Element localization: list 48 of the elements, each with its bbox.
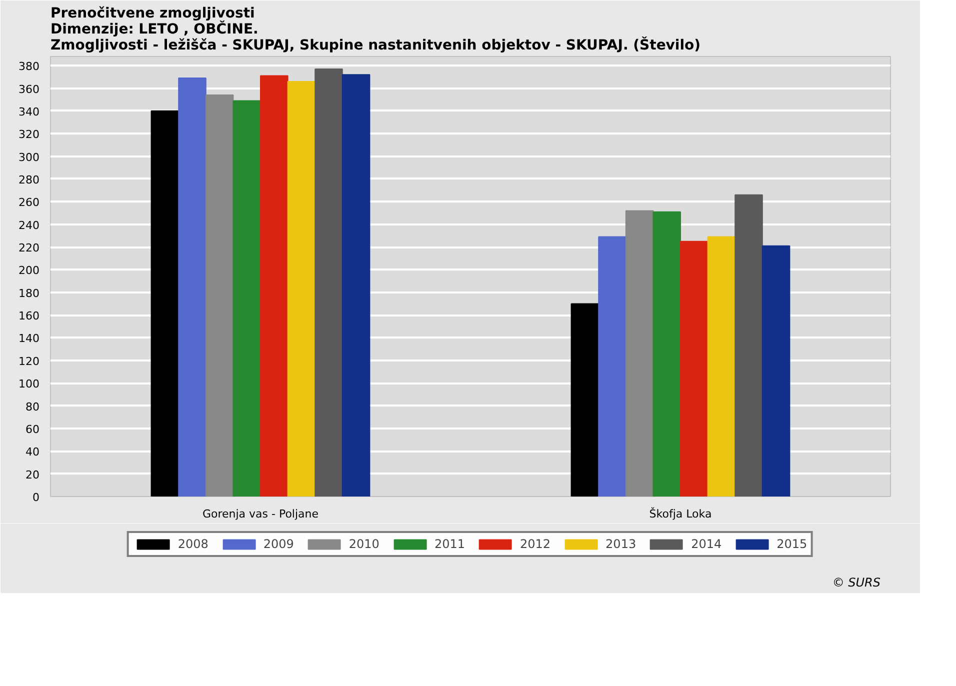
bar — [205, 94, 234, 496]
y-tick-label: 380 — [18, 60, 40, 74]
chart-title: Prenočitvene zmogljivosti Dimenzije: LETO , OBČINE. Zmogljivosti - ležišča - SKUPAJ, Skupine nastanitvenih objektov - SKUPAJ. (Število) — [50, 6, 701, 54]
y-tick-label: 0 — [32, 491, 40, 504]
text: © SURS — [832, 576, 881, 590]
legend-label: 2008 — [178, 537, 208, 551]
legend-label: 2013 — [606, 537, 636, 551]
bar — [150, 110, 180, 496]
y-tick-label: 40 — [26, 446, 40, 459]
legend-label: 2009 — [263, 537, 294, 551]
bar — [232, 100, 261, 496]
bar — [570, 303, 600, 496]
y-tick-label: 340 — [18, 105, 40, 118]
bar — [762, 245, 790, 496]
y-tick-label: 320 — [18, 128, 40, 142]
bar — [342, 74, 370, 496]
bar — [652, 211, 681, 496]
bar — [178, 78, 206, 496]
legend-label: 2015 — [776, 537, 808, 551]
y-tick-label: 60 — [26, 422, 40, 436]
bar — [260, 75, 288, 496]
y-tick-label: 20 — [26, 468, 40, 482]
y-tick-label: 240 — [18, 218, 40, 232]
bar — [314, 68, 343, 496]
y-tick-label: 280 — [18, 173, 40, 186]
y-tick-label: 140 — [18, 332, 40, 346]
y-tick-label: 120 — [18, 354, 40, 368]
y-tick-label: 260 — [18, 196, 40, 210]
x-tick-label: Gorenja vas - Poljane — [202, 508, 319, 520]
bar — [680, 240, 708, 496]
legend-label: 2011 — [434, 537, 465, 551]
y-tick-label: 180 — [18, 286, 40, 300]
bar — [707, 236, 736, 496]
legend-label: 2014 — [691, 537, 722, 551]
x-tick-label: Škofja Loka — [649, 506, 712, 520]
y-tick-label: 80 — [26, 400, 40, 414]
y-tick-label: 200 — [18, 264, 40, 278]
bar — [598, 236, 626, 496]
legend-label: 2010 — [348, 537, 380, 551]
y-tick-label: 300 — [18, 150, 40, 164]
legend-label: 2012 — [520, 537, 551, 551]
bar — [625, 210, 654, 496]
y-tick-label: 100 — [18, 378, 40, 391]
bar — [287, 80, 316, 496]
y-tick-label: 360 — [18, 82, 40, 96]
bar — [734, 194, 763, 496]
y-tick-label: 160 — [18, 310, 40, 323]
y-tick-label: 220 — [18, 242, 40, 255]
